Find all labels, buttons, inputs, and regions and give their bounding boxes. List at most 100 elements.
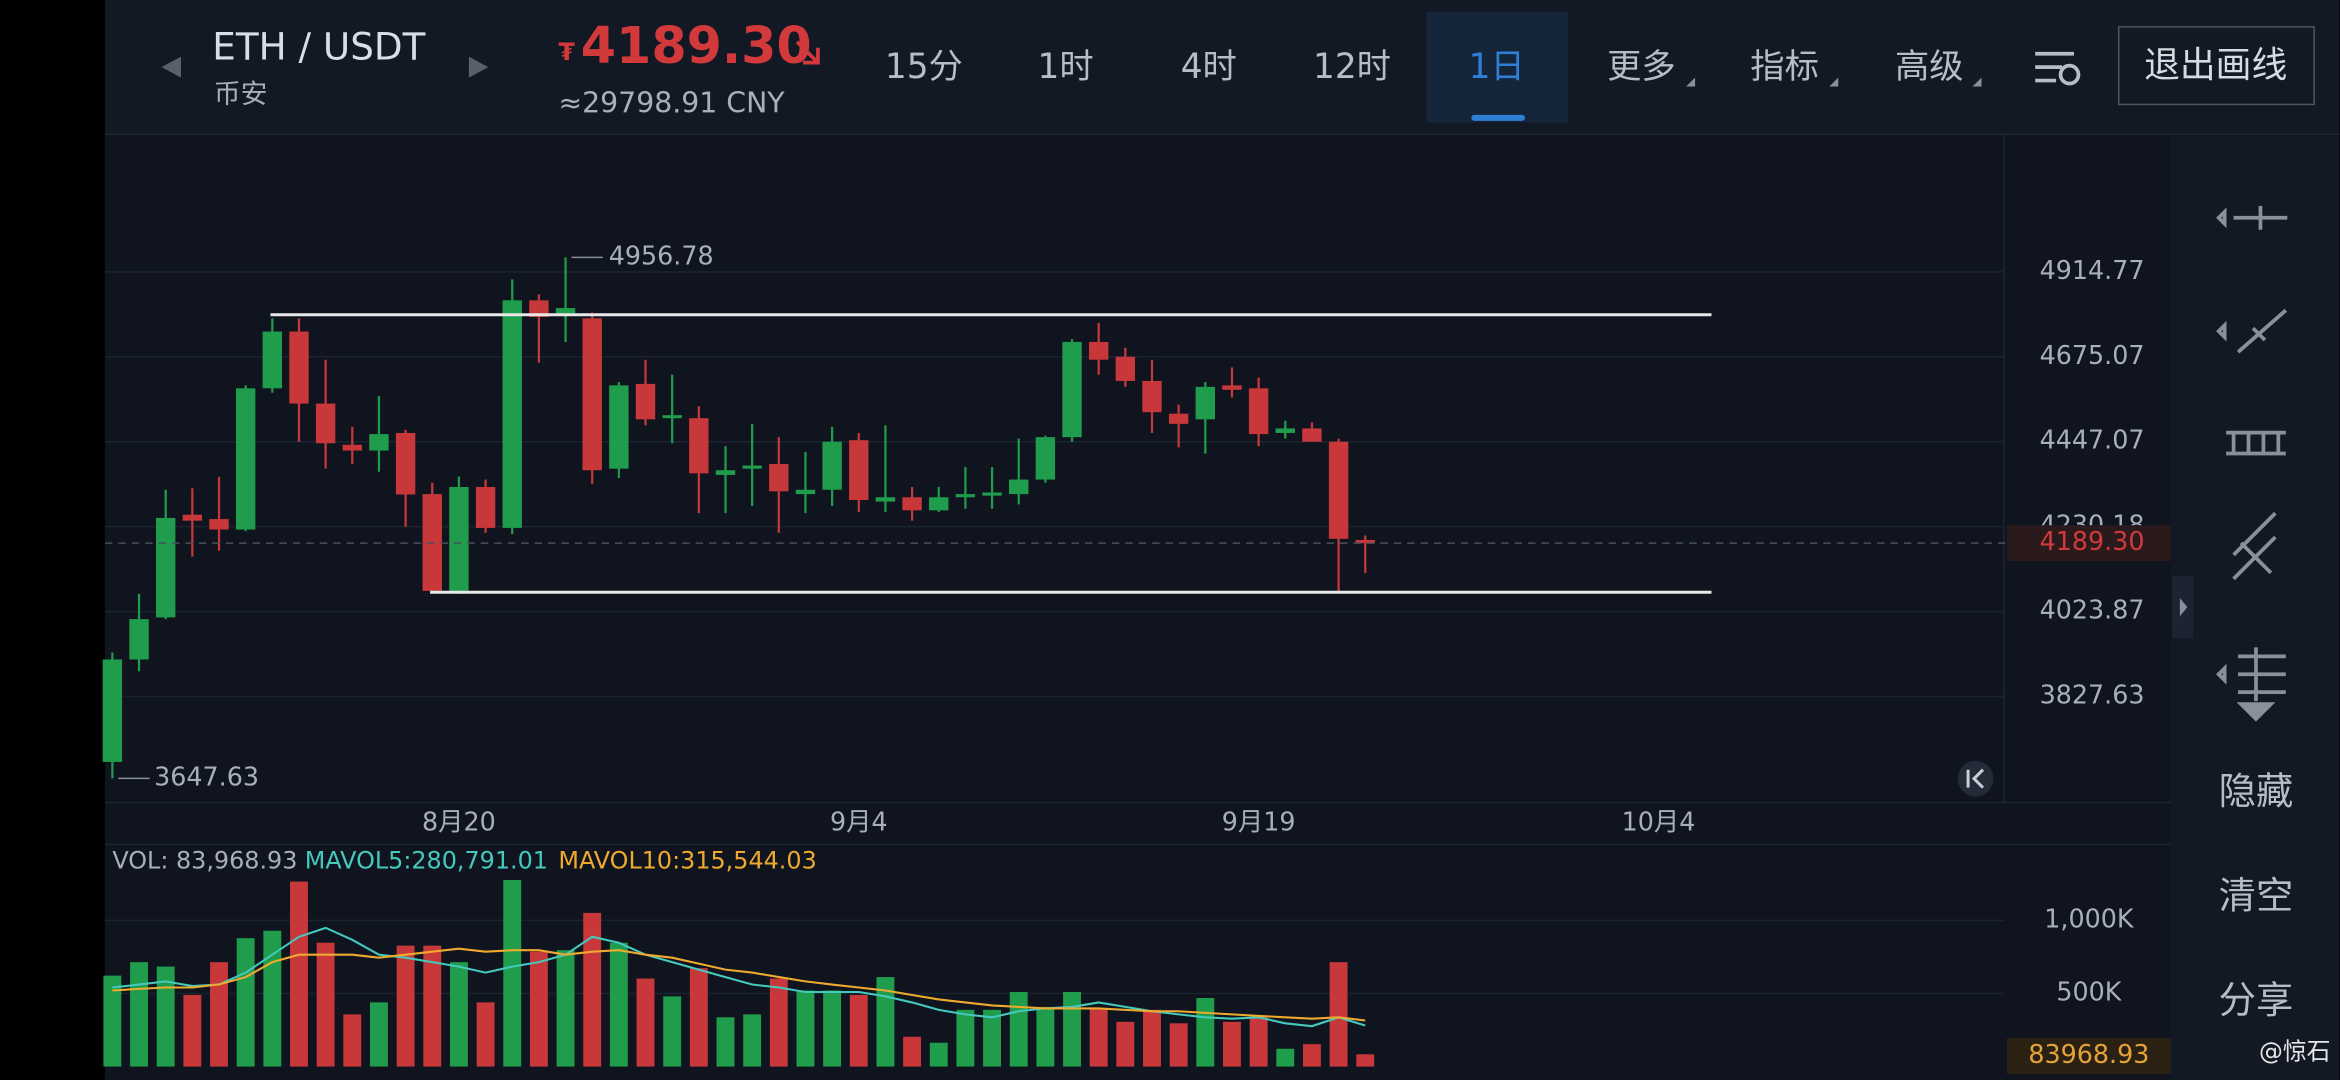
volume-bar bbox=[796, 990, 815, 1067]
volume-bar bbox=[396, 945, 415, 1067]
exit-button[interactable]: 退出画线 bbox=[2144, 45, 2287, 86]
candle-body bbox=[529, 300, 549, 317]
price: 4189.30 bbox=[581, 16, 812, 75]
x-tick-label: 10月4 bbox=[1622, 806, 1696, 836]
tab[interactable]: 4时 bbox=[1181, 47, 1237, 87]
candle-body bbox=[449, 487, 469, 591]
next-arrow[interactable] bbox=[468, 56, 489, 78]
candle-body bbox=[822, 441, 842, 490]
sidebar-button[interactable]: 清空 bbox=[2219, 874, 2294, 918]
volume-bar bbox=[183, 994, 202, 1067]
legend-entry: VOL: 83,968.93 bbox=[112, 847, 297, 875]
exit-button-border[interactable] bbox=[2117, 26, 2315, 106]
candle-body bbox=[395, 432, 416, 495]
watermark: @惊石 bbox=[2259, 1038, 2331, 1066]
volume-bar bbox=[743, 1014, 762, 1067]
volume-bar bbox=[609, 942, 628, 1067]
candle-body bbox=[369, 434, 389, 451]
volume-last-label: 83968.93 bbox=[2028, 1039, 2149, 1069]
candle-body bbox=[555, 308, 576, 316]
volume-bar bbox=[1063, 991, 1081, 1067]
max-label: 4956.78 bbox=[609, 240, 714, 270]
candle-body bbox=[1088, 341, 1109, 360]
pair: ETH / USDT bbox=[212, 25, 425, 69]
y-tick-label: 4447.07 bbox=[2040, 425, 2145, 455]
collapse-arrow bbox=[2179, 598, 2188, 617]
tab[interactable]: 1日 bbox=[1469, 47, 1525, 87]
volume-bar bbox=[210, 962, 228, 1067]
settings-icon[interactable] bbox=[2035, 51, 2081, 86]
candle-body bbox=[849, 440, 869, 501]
candle-body bbox=[1009, 479, 1029, 495]
tab[interactable]: 1时 bbox=[1038, 47, 1094, 87]
candle-body bbox=[289, 331, 309, 404]
drawing-tools[interactable] bbox=[2216, 205, 2288, 722]
volume-bar bbox=[716, 1017, 735, 1067]
volume-bar bbox=[929, 1042, 948, 1067]
last-price-label: 4189.30 bbox=[2040, 526, 2145, 556]
candle-body bbox=[955, 494, 976, 498]
sidebar-button[interactable]: 分享 bbox=[2219, 978, 2294, 1022]
volume-bar bbox=[529, 951, 548, 1067]
prev-arrow[interactable] bbox=[161, 56, 181, 78]
x-tick-label: 8月20 bbox=[422, 806, 496, 836]
tab[interactable]: 指标 bbox=[1750, 47, 1819, 87]
legend-entry: MAVOL10:315,544.03 bbox=[558, 847, 816, 875]
candle-body bbox=[1168, 413, 1189, 424]
candle-body bbox=[155, 517, 176, 618]
volume-bar bbox=[236, 938, 255, 1067]
tab-underline bbox=[1471, 114, 1526, 121]
volume-bar bbox=[1276, 1048, 1295, 1067]
candle-body bbox=[582, 318, 602, 471]
volume-bar bbox=[130, 962, 148, 1067]
volume-bar bbox=[316, 942, 335, 1067]
x-tick-label: 9月19 bbox=[1222, 806, 1296, 836]
volume-bar bbox=[1329, 962, 1348, 1067]
candle-body bbox=[635, 383, 656, 420]
volume-bar bbox=[1089, 1008, 1108, 1067]
tab[interactable]: 更多 bbox=[1607, 47, 1676, 87]
candle-body bbox=[502, 300, 522, 528]
candle-body bbox=[742, 465, 762, 469]
volume-bar bbox=[956, 1009, 975, 1067]
tab[interactable]: 高级 bbox=[1895, 47, 1964, 87]
candle-body bbox=[795, 489, 816, 495]
legend-entry: MAVOL5:280,791.01 bbox=[305, 847, 548, 875]
volume-label-box bbox=[2006, 1038, 2171, 1075]
candle-body bbox=[315, 403, 336, 444]
candle-body bbox=[1248, 388, 1269, 435]
volume-bar bbox=[1116, 1021, 1135, 1067]
candle-body bbox=[235, 388, 256, 530]
x-tick-label: 9月4 bbox=[830, 806, 888, 836]
volume-bar bbox=[1009, 991, 1028, 1067]
volume-bar bbox=[663, 996, 682, 1067]
tab-selected-bg bbox=[1426, 11, 1569, 123]
volume-bar bbox=[103, 975, 122, 1067]
candle-body bbox=[1195, 386, 1216, 420]
candle-body bbox=[982, 492, 1002, 496]
volume-bar bbox=[1356, 1054, 1375, 1067]
volume-bar bbox=[903, 1036, 922, 1067]
volume-bar bbox=[876, 977, 895, 1067]
y-tick-label: 1,000K bbox=[2044, 903, 2135, 933]
volume-bar bbox=[1169, 1023, 1188, 1067]
candle-body bbox=[1302, 428, 1322, 442]
y-tick-label: 500K bbox=[2056, 976, 2122, 1006]
candle-body bbox=[769, 464, 789, 492]
candle-body bbox=[1222, 385, 1242, 390]
candle-body bbox=[1355, 540, 1375, 544]
candle-body bbox=[715, 470, 736, 475]
jump-latest-icon bbox=[1966, 768, 1985, 789]
tab[interactable]: 15分 bbox=[885, 47, 963, 87]
volume-bar bbox=[369, 1002, 388, 1067]
volume-bar bbox=[1223, 1021, 1241, 1067]
y-tick-label: 4914.77 bbox=[2040, 255, 2145, 285]
volume-bar bbox=[476, 1002, 495, 1067]
volume-bar bbox=[423, 945, 442, 1067]
candle-body bbox=[1115, 356, 1136, 381]
y-tick-label: 3827.63 bbox=[2040, 680, 2145, 710]
tab[interactable]: 12时 bbox=[1313, 47, 1391, 87]
candle-body bbox=[182, 514, 203, 521]
sidebar-button[interactable]: 隐藏 bbox=[2219, 769, 2294, 813]
